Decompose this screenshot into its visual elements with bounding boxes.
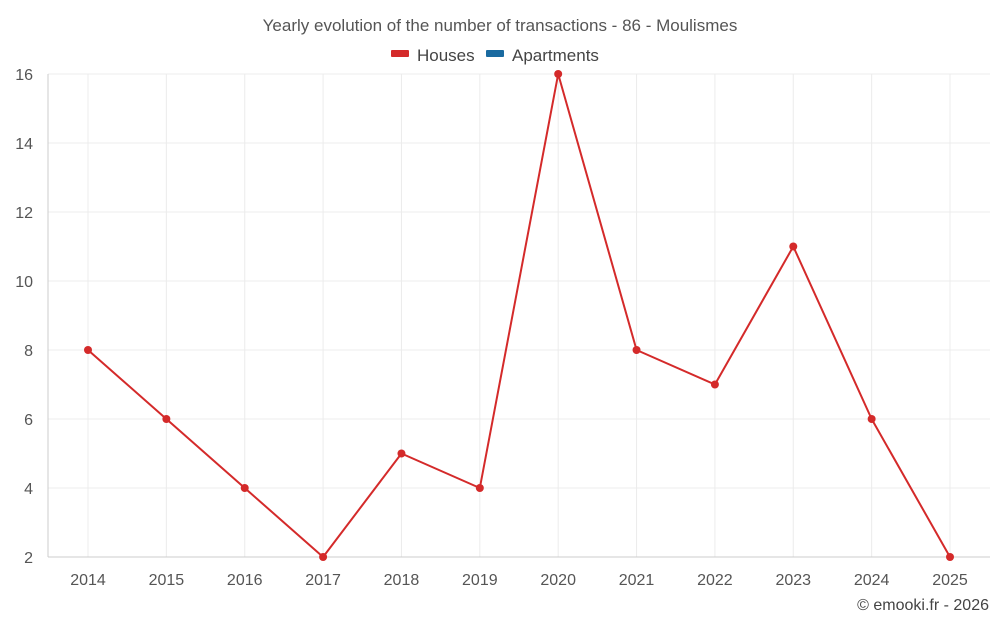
legend-label-houses[interactable]: Houses [417, 46, 475, 65]
y-tick-label: 8 [24, 343, 33, 360]
data-point-houses[interactable] [632, 346, 641, 354]
legend-swatch-houses[interactable] [391, 50, 409, 57]
x-tick-label: 2024 [854, 572, 890, 589]
y-axis-ticks: 2 4 6 8 10 12 14 16 [15, 67, 33, 567]
data-point-houses[interactable] [554, 70, 563, 78]
x-tick-label: 2025 [932, 572, 968, 589]
y-tick-label: 16 [15, 67, 33, 84]
data-point-houses[interactable] [240, 484, 249, 492]
series-line-houses[interactable] [87, 73, 951, 558]
grid [47, 73, 990, 558]
y-tick-label: 6 [24, 412, 33, 429]
series-group [84, 70, 954, 561]
y-tick-label: 2 [24, 550, 33, 567]
data-point-houses[interactable] [789, 242, 798, 251]
data-point-houses[interactable] [475, 484, 484, 492]
x-tick-label: 2020 [540, 572, 576, 589]
y-tick-label: 10 [15, 274, 33, 291]
x-tick-label: 2016 [227, 572, 263, 589]
x-tick-label: 2019 [462, 572, 498, 589]
data-point-houses[interactable] [319, 553, 328, 561]
data-point-houses[interactable] [162, 415, 171, 423]
credit-text: © emooki.fr - 2026 [857, 597, 989, 614]
x-tick-label: 2023 [775, 572, 811, 589]
data-point-houses[interactable] [84, 346, 92, 354]
data-point-houses[interactable] [397, 449, 406, 458]
data-point-houses[interactable] [867, 415, 876, 423]
x-tick-label: 2015 [149, 572, 185, 589]
x-tick-label: 2017 [305, 572, 341, 589]
data-point-houses[interactable] [946, 553, 954, 561]
x-tick-label: 2021 [619, 572, 655, 589]
chart-title: Yearly evolution of the number of transa… [263, 16, 738, 35]
x-tick-label: 2018 [384, 572, 420, 589]
legend: Houses Apartments [391, 46, 599, 65]
x-tick-label: 2022 [697, 572, 733, 589]
y-tick-label: 4 [24, 481, 33, 498]
x-tick-label: 2014 [70, 572, 106, 589]
data-point-houses[interactable] [710, 380, 719, 389]
y-tick-label: 14 [15, 136, 33, 153]
y-tick-label: 12 [15, 205, 33, 222]
legend-label-apartments[interactable]: Apartments [512, 46, 599, 65]
legend-swatch-apartments[interactable] [486, 50, 504, 57]
x-axis-ticks: 2014 2015 2016 2017 2018 2019 2020 2021 2022 2023… [70, 572, 968, 589]
